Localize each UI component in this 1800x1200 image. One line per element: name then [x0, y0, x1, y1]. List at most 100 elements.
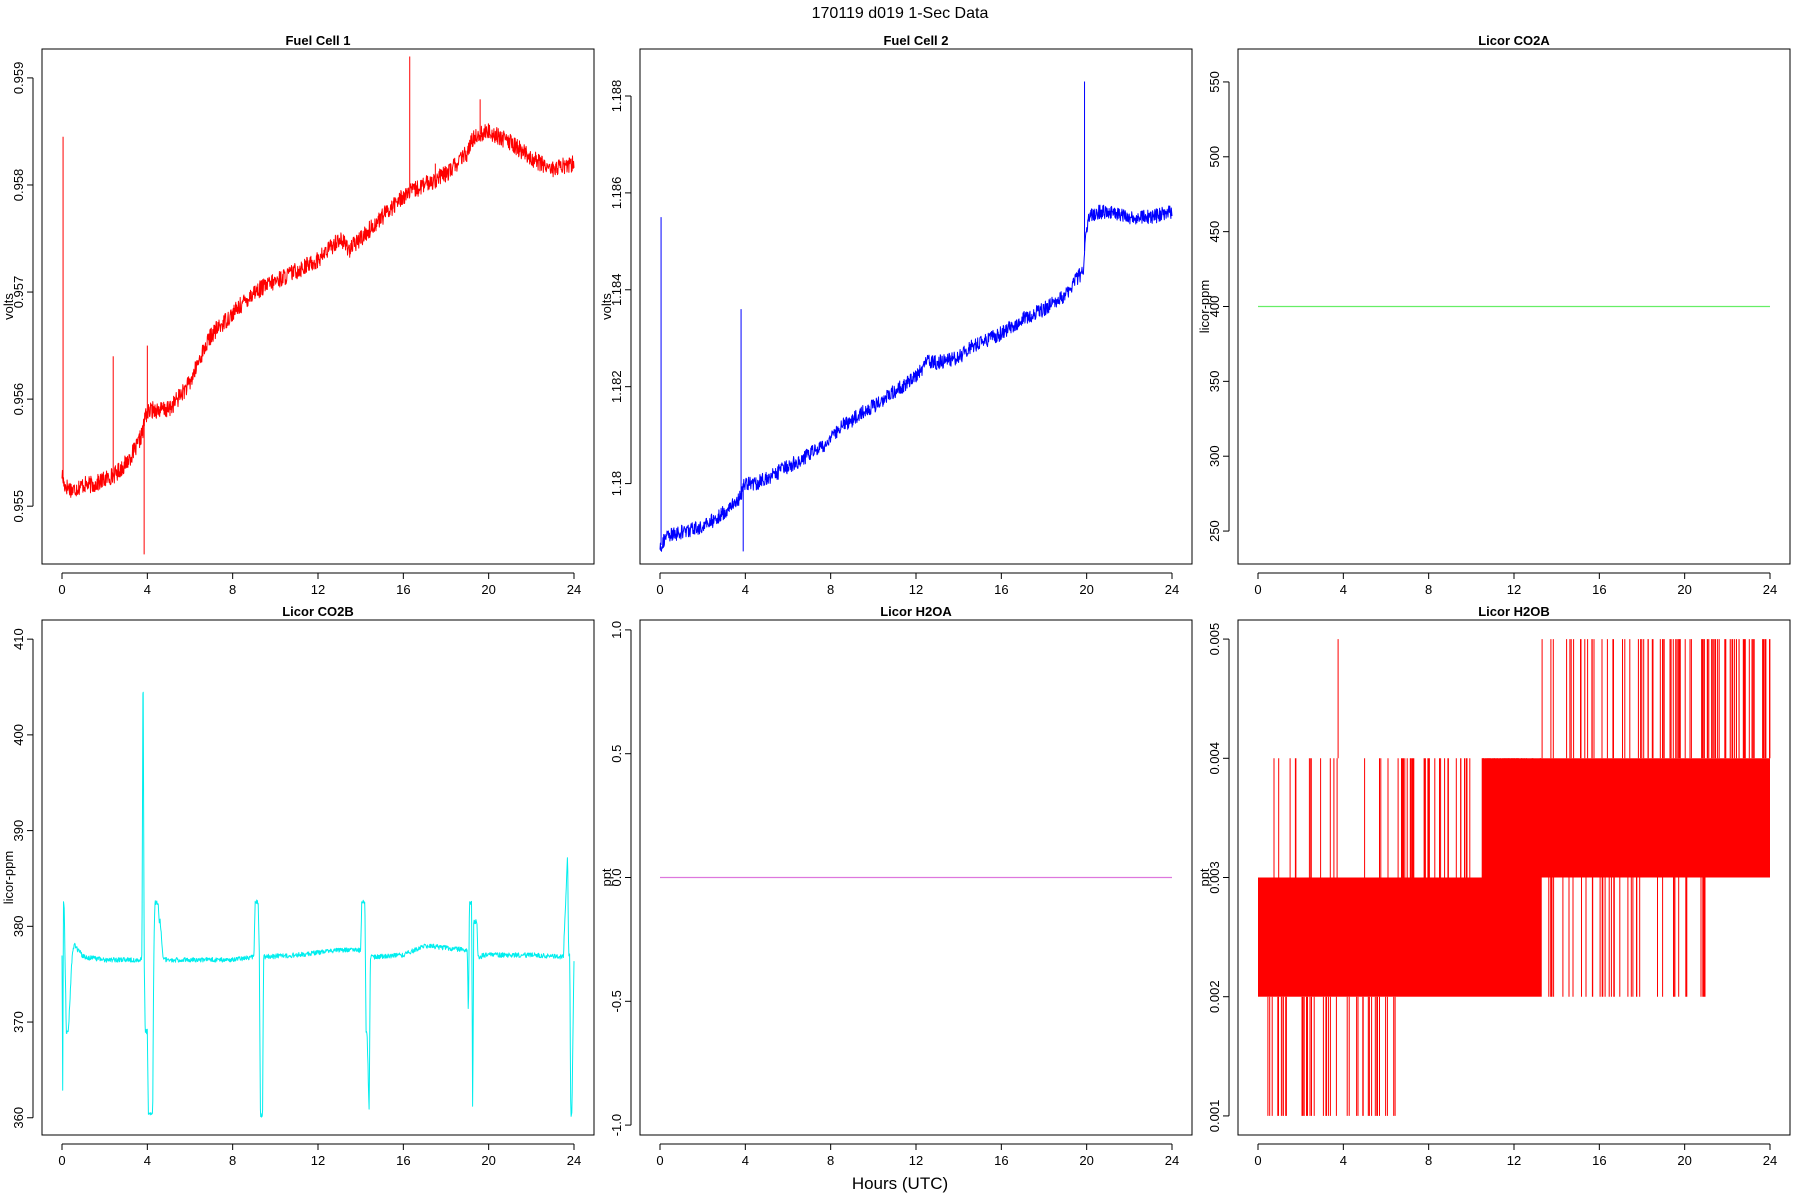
panel-title: Licor H2OB [1478, 604, 1550, 619]
x-axis: 0 4 8 12 16 20 24 [656, 1143, 1179, 1168]
y-axis-label: ppt [1197, 868, 1212, 886]
panel-5: Licor H2OA ppt 0 4 8 12 16 20 24 -1.0 -0.5 0.0 0.5 1.… [599, 604, 1193, 1168]
x-tick-label: 20 [481, 582, 495, 597]
data-band-2 [1482, 758, 1770, 878]
y-tick-label: 500 [1207, 146, 1222, 168]
x-tick-label: 0 [58, 1153, 65, 1168]
y-axis: -1.0 -0.5 0.0 0.5 1.0 [609, 621, 632, 1136]
x-tick-label: 20 [481, 1153, 495, 1168]
x-tick-label: 0 [1254, 1153, 1261, 1168]
y-axis-label: volts [1, 293, 16, 320]
x-tick-label: 12 [311, 1153, 325, 1168]
x-tick-label: 8 [1425, 1153, 1432, 1168]
y-tick-label: 250 [1207, 520, 1222, 542]
x-axis: 0 4 8 12 16 20 24 [656, 572, 1179, 597]
x-axis: 0 4 8 12 16 20 24 [58, 1143, 581, 1168]
x-tick-label: 12 [311, 582, 325, 597]
x-tick-label: 20 [1079, 582, 1093, 597]
x-tick-label: 16 [396, 582, 410, 597]
x-tick-label: 20 [1079, 1153, 1093, 1168]
x-tick-label: 0 [1254, 582, 1261, 597]
x-tick-label: 24 [567, 1153, 581, 1168]
x-tick-label: 20 [1677, 582, 1691, 597]
x-tick-label: 24 [1763, 582, 1777, 597]
y-axis-label: licor-ppm [1197, 280, 1212, 333]
x-tick-label: 8 [827, 582, 834, 597]
data-line [61, 691, 575, 1118]
plot-frame [1237, 619, 1791, 1136]
data-band-1 [1258, 877, 1542, 997]
x-tick-label: 24 [1165, 1153, 1179, 1168]
x-axis: 0 4 8 12 16 20 24 [1254, 1143, 1777, 1168]
x-tick-label: 4 [144, 582, 151, 597]
figure-title: 170119 d019 1-Sec Data [812, 5, 989, 22]
x-tick-label: 20 [1677, 1153, 1691, 1168]
y-tick-label: 400 [11, 724, 26, 746]
y-tick-label: 1.186 [609, 177, 624, 210]
series [1258, 639, 1771, 1116]
x-tick-label: 8 [827, 1153, 834, 1168]
y-axis: 0.001 0.002 0.003 0.004 0.005 [1207, 623, 1230, 1133]
x-tick-label: 16 [1592, 1153, 1606, 1168]
x-tick-label: 16 [994, 1153, 1008, 1168]
x-tick-label: 12 [1507, 1153, 1521, 1168]
x-tick-label: 0 [656, 582, 663, 597]
figure-x-axis-label: Hours (UTC) [852, 1174, 948, 1193]
y-tick-label: 550 [1207, 71, 1222, 93]
y-tick-label: 360 [11, 1107, 26, 1129]
x-tick-label: 16 [1592, 582, 1606, 597]
y-tick-label: 1.184 [609, 274, 624, 307]
x-tick-label: 4 [1340, 582, 1347, 597]
plot-frame [639, 619, 1193, 1136]
y-tick-label: 0.955 [11, 490, 26, 523]
y-axis-label: volts [599, 293, 614, 320]
plot-frame [1237, 48, 1791, 565]
y-tick-label: 0.001 [1207, 1100, 1222, 1133]
y-tick-label: 0.956 [11, 383, 26, 416]
panel-3: Licor CO2A licor-ppm 0 4 8 12 16 20 24 250 300 350 4… [1197, 33, 1791, 597]
series [61, 691, 575, 1118]
y-tick-label: 1.188 [609, 80, 624, 113]
y-tick-label: 380 [11, 915, 26, 937]
data-line [659, 204, 1173, 552]
y-axis: 0.955 0.956 0.957 0.958 0.959 [11, 62, 34, 523]
y-axis-label: licor-ppm [1, 851, 16, 904]
plot-frame [41, 619, 595, 1136]
x-tick-label: 8 [229, 582, 236, 597]
panel-title: Licor CO2A [1478, 33, 1550, 48]
x-tick-label: 24 [1165, 582, 1179, 597]
y-tick-label: -1.0 [609, 1114, 624, 1136]
y-tick-label: 1.0 [609, 621, 624, 639]
y-tick-label: 0.003 [1207, 861, 1222, 894]
y-tick-label: 0.002 [1207, 980, 1222, 1013]
y-tick-label: 0.0 [609, 868, 624, 886]
x-tick-label: 8 [1425, 582, 1432, 597]
y-tick-label: 0.958 [11, 169, 26, 202]
y-tick-label: -0.5 [609, 990, 624, 1012]
x-tick-label: 16 [994, 582, 1008, 597]
x-tick-label: 4 [1340, 1153, 1347, 1168]
series [659, 81, 1173, 552]
panel-title: Licor H2OA [880, 604, 952, 619]
y-axis: 250 300 350 400 450 500 550 [1207, 71, 1230, 542]
y-tick-label: 400 [1207, 296, 1222, 318]
y-tick-label: 0.5 [609, 745, 624, 763]
plot-frame [41, 48, 595, 565]
x-tick-label: 12 [909, 1153, 923, 1168]
y-tick-label: 1.18 [609, 471, 624, 496]
x-tick-label: 8 [229, 1153, 236, 1168]
data-line [61, 123, 575, 498]
x-tick-label: 12 [909, 582, 923, 597]
x-tick-label: 16 [396, 1153, 410, 1168]
y-tick-label: 1.182 [609, 370, 624, 403]
x-tick-label: 12 [1507, 582, 1521, 597]
y-tick-label: 370 [11, 1011, 26, 1033]
y-tick-label: 0.959 [11, 62, 26, 95]
y-axis: 360 370 380 390 400 410 [11, 628, 34, 1129]
panel-title: Fuel Cell 2 [883, 33, 948, 48]
